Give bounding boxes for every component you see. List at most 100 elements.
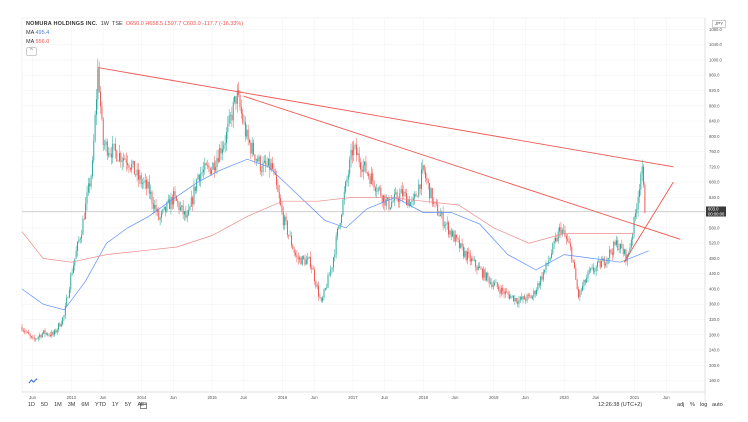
- adj-toggle[interactable]: adj: [677, 402, 685, 408]
- candle-body: [265, 160, 267, 165]
- candle-body: [468, 251, 470, 254]
- candle-body: [209, 167, 211, 175]
- candle-body: [529, 295, 531, 296]
- candle-body: [560, 227, 562, 235]
- candle-body: [98, 68, 100, 92]
- y-tick-label: 560.0: [709, 225, 720, 230]
- candle-body: [332, 257, 334, 268]
- candle-body: [391, 201, 393, 208]
- percent-toggle[interactable]: %: [690, 402, 695, 408]
- candle-body: [284, 216, 286, 226]
- candle-body: [45, 333, 47, 335]
- candle-body: [121, 160, 123, 162]
- candle-body: [337, 228, 338, 237]
- candle-body: [269, 158, 271, 171]
- legend-symbol[interactable]: NOMURA HOLDINGS INC.: [26, 21, 98, 27]
- candle-body: [393, 193, 395, 201]
- candle-body: [515, 297, 517, 302]
- candle-body: [607, 257, 609, 259]
- range-button-1y[interactable]: 1Y: [111, 402, 119, 408]
- candle-body: [212, 162, 214, 170]
- candle-body: [55, 330, 57, 333]
- candle-body: [81, 234, 83, 239]
- candle-body: [331, 267, 333, 270]
- candle-body: [170, 196, 172, 210]
- candle-body: [202, 169, 204, 173]
- range-button-1d[interactable]: 1D: [28, 402, 36, 408]
- candle-body: [319, 296, 321, 298]
- candle-body: [93, 140, 95, 161]
- x-tick-label: 2013: [67, 395, 77, 400]
- candle-body: [304, 258, 306, 265]
- candle-body: [178, 202, 180, 211]
- log-toggle[interactable]: log: [700, 402, 708, 408]
- candle-body: [311, 267, 313, 269]
- range-button-1m[interactable]: 1M: [54, 402, 62, 408]
- legend-interval[interactable]: 1W: [100, 21, 109, 27]
- candle-body: [308, 256, 310, 258]
- candle-body: [171, 196, 173, 205]
- candle-body: [579, 290, 581, 298]
- candle-body: [305, 259, 307, 265]
- candle-body: [251, 142, 253, 154]
- candle-body: [342, 199, 344, 215]
- candle-body: [480, 268, 482, 269]
- candle-body: [162, 209, 164, 213]
- candle-body: [230, 114, 232, 116]
- candle-body: [125, 159, 127, 164]
- range-button-5d[interactable]: 5D: [41, 402, 49, 408]
- candle-body: [632, 234, 634, 240]
- candle-body: [403, 191, 405, 197]
- candle-body: [330, 269, 332, 276]
- candle-body: [549, 257, 551, 261]
- candle-body: [197, 174, 199, 180]
- candle-body: [213, 162, 215, 171]
- candle-body: [33, 337, 35, 339]
- candle-body: [537, 283, 539, 290]
- candle-body: [640, 174, 642, 190]
- candle-body: [41, 333, 43, 338]
- auto-toggle[interactable]: auto: [712, 402, 723, 408]
- candle-body: [538, 283, 540, 286]
- range-button-3m[interactable]: 3M: [67, 402, 76, 408]
- legend-ma2-row[interactable]: MA 556.0: [26, 38, 243, 47]
- candle-body: [303, 256, 305, 259]
- candle-body: [28, 331, 30, 335]
- candle-body: [78, 240, 80, 243]
- candle-body: [312, 268, 314, 270]
- candle-body: [293, 249, 295, 253]
- calendar-icon[interactable]: [140, 402, 147, 409]
- candle-body: [72, 265, 74, 273]
- candle-body: [358, 153, 360, 163]
- candle-body: [273, 168, 275, 171]
- y-tick-label: 840.0: [709, 119, 720, 124]
- candle-body: [29, 334, 31, 337]
- candle-body: [136, 169, 138, 176]
- candle-body: [75, 251, 77, 259]
- candle-body: [595, 266, 597, 272]
- candle-body: [236, 90, 238, 104]
- y-tick-label: 1040.0: [709, 42, 722, 47]
- candle-body: [469, 253, 471, 262]
- x-tick-label: 2018: [419, 395, 429, 400]
- candle-body: [150, 191, 152, 194]
- candle-body: [39, 335, 41, 337]
- candle-body: [86, 192, 88, 204]
- candle-body: [219, 147, 221, 162]
- candle-body: [422, 165, 424, 170]
- range-button-5y[interactable]: 5Y: [124, 402, 132, 408]
- candle-body: [426, 178, 428, 181]
- range-button-ytd[interactable]: YTD: [94, 402, 106, 408]
- candle-body: [379, 187, 380, 189]
- candle-body: [211, 169, 213, 175]
- range-button-6m[interactable]: 6M: [81, 402, 89, 408]
- candle-body: [320, 297, 322, 302]
- currency-label[interactable]: JPY: [712, 20, 727, 28]
- legend-collapse-button[interactable]: ^: [26, 47, 37, 56]
- ma1-value: 495.4: [35, 30, 50, 36]
- candle-body: [246, 129, 248, 137]
- candle-body: [159, 217, 161, 220]
- legend-ma1-row[interactable]: MA 495.4: [26, 29, 243, 38]
- candle-body: [106, 141, 108, 156]
